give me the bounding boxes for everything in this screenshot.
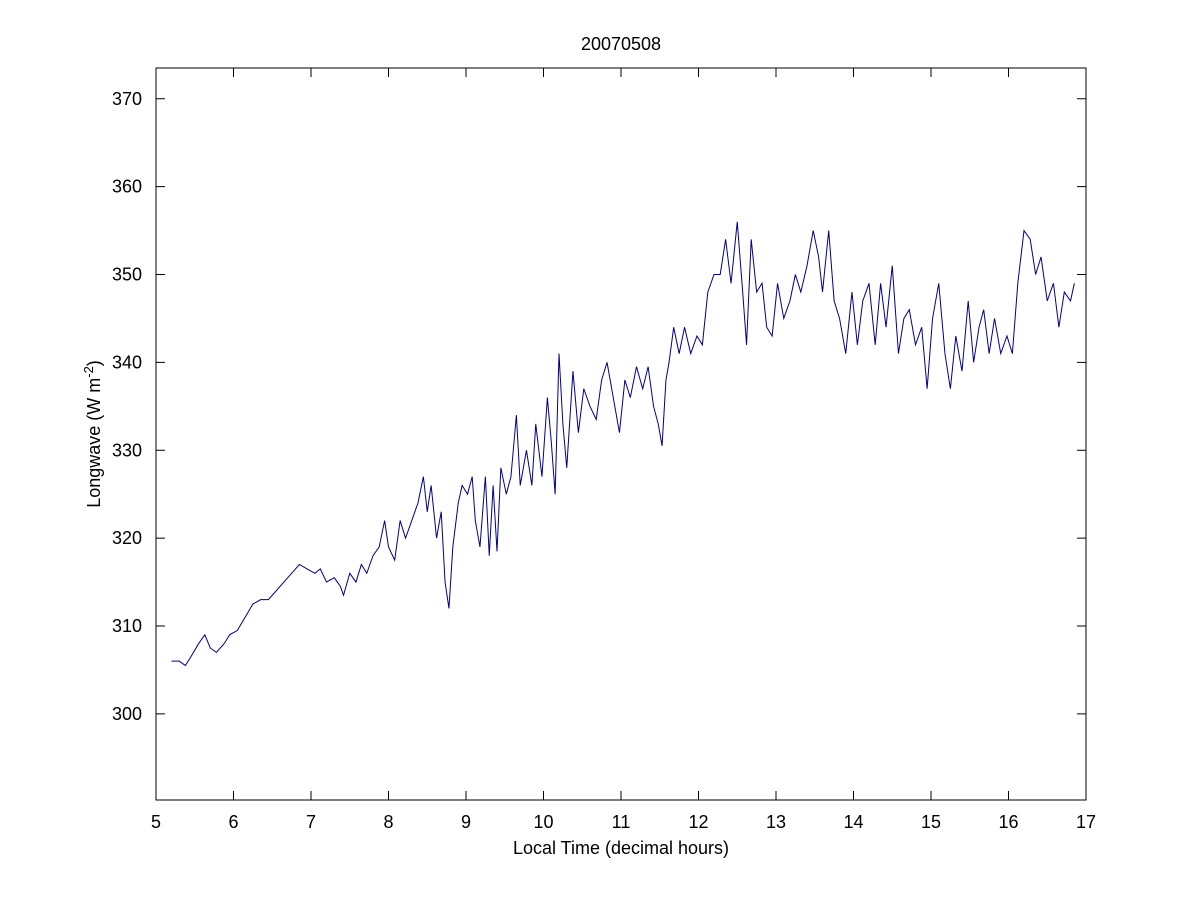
- y-tick-label: 310: [112, 616, 142, 636]
- x-tick-label: 15: [921, 812, 941, 832]
- y-tick-label: 360: [112, 177, 142, 197]
- y-axis-label-sup: -2: [81, 366, 96, 378]
- plot-area: [155, 67, 1087, 801]
- x-tick-label: 10: [533, 812, 553, 832]
- y-tick-label: 340: [112, 352, 142, 372]
- x-tick-label: 12: [688, 812, 708, 832]
- x-tick-label: 7: [306, 812, 316, 832]
- x-tick-label: 13: [766, 812, 786, 832]
- y-axis-label-end: ): [84, 360, 104, 366]
- y-tick-label: 350: [112, 265, 142, 285]
- chart-title: 20070508: [581, 34, 661, 54]
- y-tick-label: 320: [112, 528, 142, 548]
- x-tick-label: 14: [843, 812, 863, 832]
- x-tick-label: 16: [998, 812, 1018, 832]
- x-tick-label: 9: [461, 812, 471, 832]
- x-tick-label: 6: [228, 812, 238, 832]
- x-tick-label: 11: [612, 812, 631, 832]
- x-tick-label: 8: [383, 812, 393, 832]
- x-axis-label: Local Time (decimal hours): [513, 838, 729, 858]
- y-tick-label: 370: [112, 89, 142, 109]
- y-axis-label-text: Longwave (W m: [84, 378, 104, 508]
- data-line: [171, 221, 1075, 667]
- x-tick-label: 5: [151, 812, 161, 832]
- y-tick-label: 300: [112, 704, 142, 724]
- y-tick-label: 330: [112, 440, 142, 460]
- y-axis-label: Longwave (W m-2): [81, 360, 104, 508]
- x-tick-label: 17: [1076, 812, 1096, 832]
